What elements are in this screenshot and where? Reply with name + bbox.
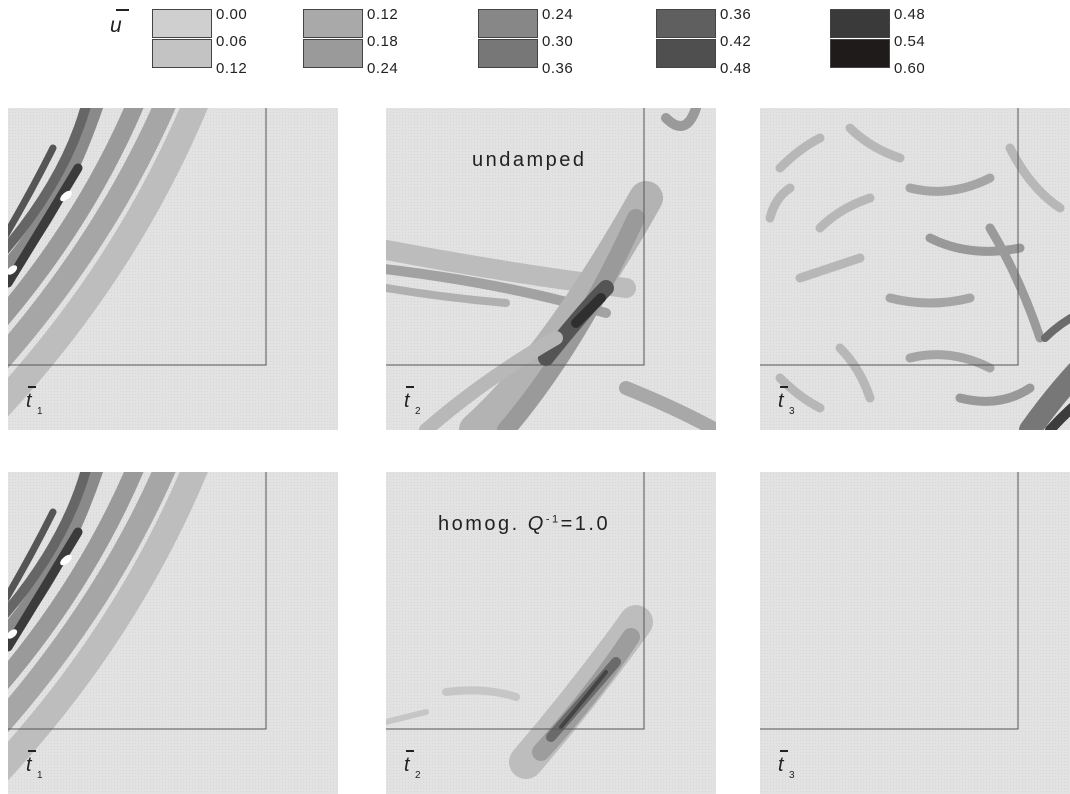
wavefield-plot <box>8 108 267 417</box>
wavefield-plot <box>760 108 1070 430</box>
legend-value: 0.48 <box>894 6 926 23</box>
legend-value: 0.36 <box>720 6 752 23</box>
time-overbar <box>28 386 36 388</box>
legend-swatch <box>830 39 890 68</box>
legend-swatch <box>152 39 212 68</box>
time-label-t1: t 1 <box>24 386 54 422</box>
row-label-undamped: undamped <box>472 149 587 171</box>
legend-group-5: 0.48 0.54 0.60 <box>830 6 990 77</box>
time-index: 3 <box>789 406 795 417</box>
time-index: 1 <box>37 406 43 417</box>
field-panel-undamped-t3: t 3 <box>760 108 1070 430</box>
legend-group-2: 0.12 0.18 0.24 <box>303 6 463 77</box>
q-value: =1.0 <box>560 513 611 535</box>
time-overbar <box>28 750 36 752</box>
time-overbar <box>780 750 788 752</box>
time-label-t3: t 3 <box>776 750 806 786</box>
legend-swatch <box>830 9 890 38</box>
time-index: 3 <box>789 770 795 781</box>
color-legend: u 0.00 0.06 0.12 0.12 0.18 0.24 0.24 0.3… <box>0 0 1070 90</box>
wavefield-plot <box>386 472 653 779</box>
field-panel-damped-t2: homog. Q-1=1.0 t 2 <box>386 472 716 794</box>
wavefield-plot <box>8 472 267 781</box>
legend-value: 0.36 <box>542 60 574 77</box>
time-symbol: t <box>26 390 32 412</box>
legend-value: 0.12 <box>216 60 248 77</box>
time-symbol: t <box>404 390 410 412</box>
legend-group-3: 0.24 0.30 0.36 <box>478 6 638 77</box>
field-panel-undamped-t1: t 1 <box>8 108 338 430</box>
time-label-t3: t 3 <box>776 386 806 422</box>
row-label-damped: homog. Q-1=1.0 <box>438 513 610 536</box>
q-symbol: Q <box>527 513 546 535</box>
legend-value: 0.60 <box>894 60 926 77</box>
time-overbar <box>406 750 414 752</box>
wavefield-plot <box>386 108 716 430</box>
legend-variable-symbol: u <box>110 14 122 37</box>
u-overbar <box>116 9 129 11</box>
time-index: 1 <box>37 770 43 781</box>
field-panel-undamped-t2: undamped t 2 <box>386 108 716 430</box>
time-label-t2: t 2 <box>402 386 432 422</box>
legend-swatch <box>303 39 363 68</box>
q-exponent: -1 <box>545 513 561 526</box>
time-symbol: t <box>778 390 784 412</box>
wavefield-plot <box>760 472 1019 730</box>
legend-swatch <box>656 9 716 38</box>
legend-value: 0.42 <box>720 33 752 50</box>
legend-swatch <box>656 39 716 68</box>
legend-value: 0.12 <box>367 6 399 23</box>
legend-value: 0.30 <box>542 33 574 50</box>
field-panel-damped-t1: t 1 <box>8 472 338 794</box>
legend-value: 0.54 <box>894 33 926 50</box>
time-index: 2 <box>415 406 421 417</box>
legend-value: 0.00 <box>216 6 248 23</box>
time-symbol: t <box>26 754 32 776</box>
time-overbar <box>406 386 414 388</box>
legend-group-4: 0.36 0.42 0.48 <box>656 6 816 77</box>
legend-group-1: 0.00 0.06 0.12 <box>152 6 312 77</box>
time-overbar <box>780 386 788 388</box>
legend-value: 0.48 <box>720 60 752 77</box>
legend-swatch <box>303 9 363 38</box>
row-label-text: homog. <box>438 513 528 535</box>
legend-swatch <box>152 9 212 38</box>
time-label-t1: t 1 <box>24 750 54 786</box>
legend-value: 0.24 <box>367 60 399 77</box>
legend-value: 0.18 <box>367 33 399 50</box>
legend-swatch <box>478 39 538 68</box>
legend-value: 0.24 <box>542 6 574 23</box>
legend-swatch <box>478 9 538 38</box>
time-index: 2 <box>415 770 421 781</box>
time-symbol: t <box>404 754 410 776</box>
field-panel-damped-t3: t 3 <box>760 472 1070 794</box>
time-label-t2: t 2 <box>402 750 432 786</box>
legend-value: 0.06 <box>216 33 248 50</box>
time-symbol: t <box>778 754 784 776</box>
